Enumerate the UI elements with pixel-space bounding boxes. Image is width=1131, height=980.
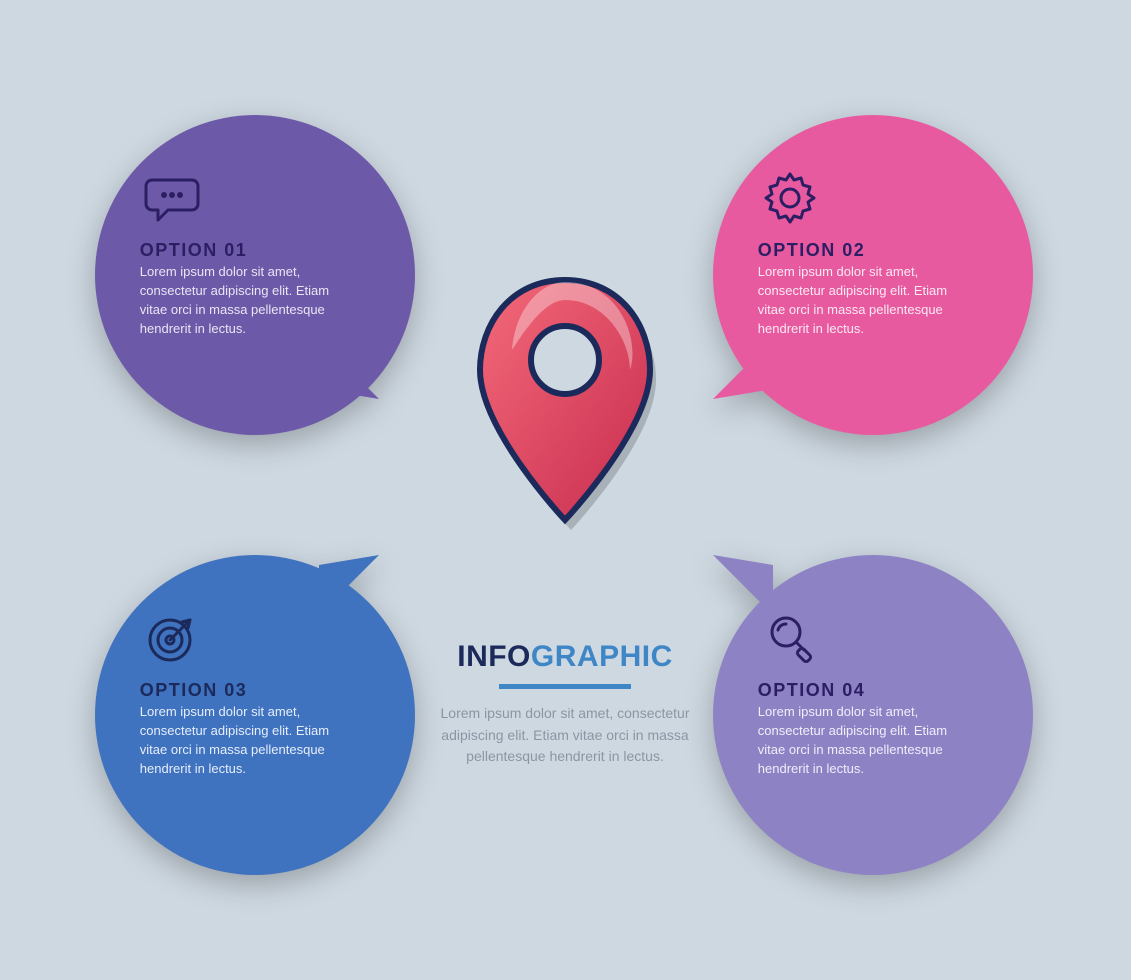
title-word-info: INFO xyxy=(457,640,531,673)
option-01-title: OPTION 01 xyxy=(140,240,377,261)
infographic-title: INFOGRAPHIC xyxy=(405,640,725,674)
option-04-bubble: OPTION 04 Lorem ipsum dolor sit amet, co… xyxy=(713,555,1033,875)
option-04-title: OPTION 04 xyxy=(758,680,995,701)
gear-icon xyxy=(758,166,995,230)
option-03-body: Lorem ipsum dolor sit amet, consectetur … xyxy=(140,703,358,778)
option-03-bubble: OPTION 03 Lorem ipsum dolor sit amet, co… xyxy=(95,555,415,875)
map-pin-icon xyxy=(470,270,660,530)
option-04-body: Lorem ipsum dolor sit amet, consectetur … xyxy=(758,703,976,778)
magnifier-icon xyxy=(758,606,995,670)
option-02-body: Lorem ipsum dolor sit amet, consectetur … xyxy=(758,263,976,338)
option-03-title: OPTION 03 xyxy=(140,680,377,701)
center-title-block: INFOGRAPHIC Lorem ipsum dolor sit amet, … xyxy=(405,640,725,768)
option-01-body: Lorem ipsum dolor sit amet, consectetur … xyxy=(140,263,358,338)
speech-bubble-icon xyxy=(140,166,377,230)
option-01-bubble: OPTION 01 Lorem ipsum dolor sit amet, co… xyxy=(95,115,415,435)
option-02-title: OPTION 02 xyxy=(758,240,995,261)
infographic-stage: OPTION 01 Lorem ipsum dolor sit amet, co… xyxy=(0,0,1131,980)
target-icon xyxy=(140,606,377,670)
option-02-bubble: OPTION 02 Lorem ipsum dolor sit amet, co… xyxy=(713,115,1033,435)
title-word-graphic: GRAPHIC xyxy=(531,640,673,673)
title-underline xyxy=(499,684,631,689)
center-body-text: Lorem ipsum dolor sit amet, consectetur … xyxy=(420,703,710,768)
